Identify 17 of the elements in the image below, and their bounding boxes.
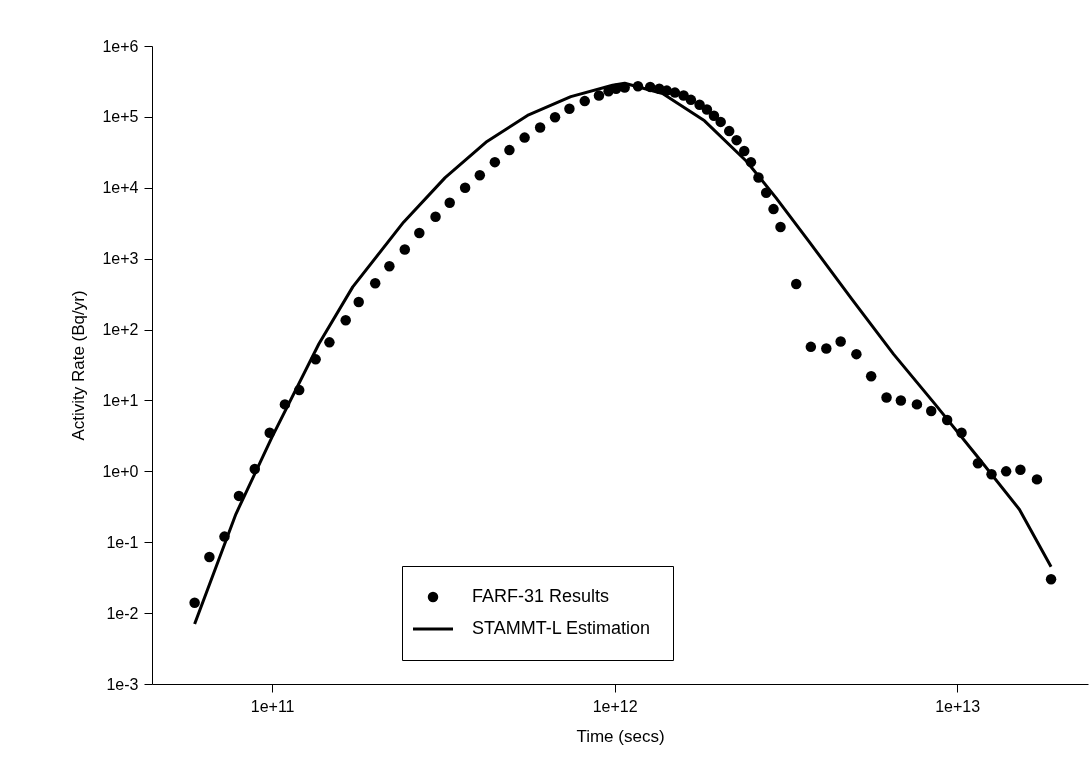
y-tick-label: 1e-1 bbox=[106, 533, 139, 551]
y-tick-label: 1e+4 bbox=[102, 179, 139, 197]
y-tick-label: 1e-2 bbox=[106, 604, 139, 622]
x-tick-label: 1e+12 bbox=[592, 697, 638, 715]
x-tick-label: 1e+13 bbox=[935, 697, 981, 715]
y-tick-label: 1e+5 bbox=[102, 108, 139, 126]
y-tick-label: 1e+3 bbox=[102, 250, 139, 268]
y-tick-label: 1e+2 bbox=[102, 321, 139, 339]
legend-label: STAMMT-L Estimation bbox=[472, 618, 651, 638]
x-tick-label: 1e+11 bbox=[250, 697, 295, 715]
y-tick-label: 1e-3 bbox=[106, 675, 139, 693]
x-axis-title: Time (secs) bbox=[576, 726, 665, 746]
y-tick-label: 1e+1 bbox=[102, 391, 139, 409]
legend-label: FARF-31 Results bbox=[472, 586, 610, 606]
y-axis-title: Activity Rate (Bq/yr) bbox=[69, 290, 89, 441]
y-tick-label: 1e+0 bbox=[102, 462, 139, 480]
y-tick-label: 1e+6 bbox=[102, 37, 139, 55]
